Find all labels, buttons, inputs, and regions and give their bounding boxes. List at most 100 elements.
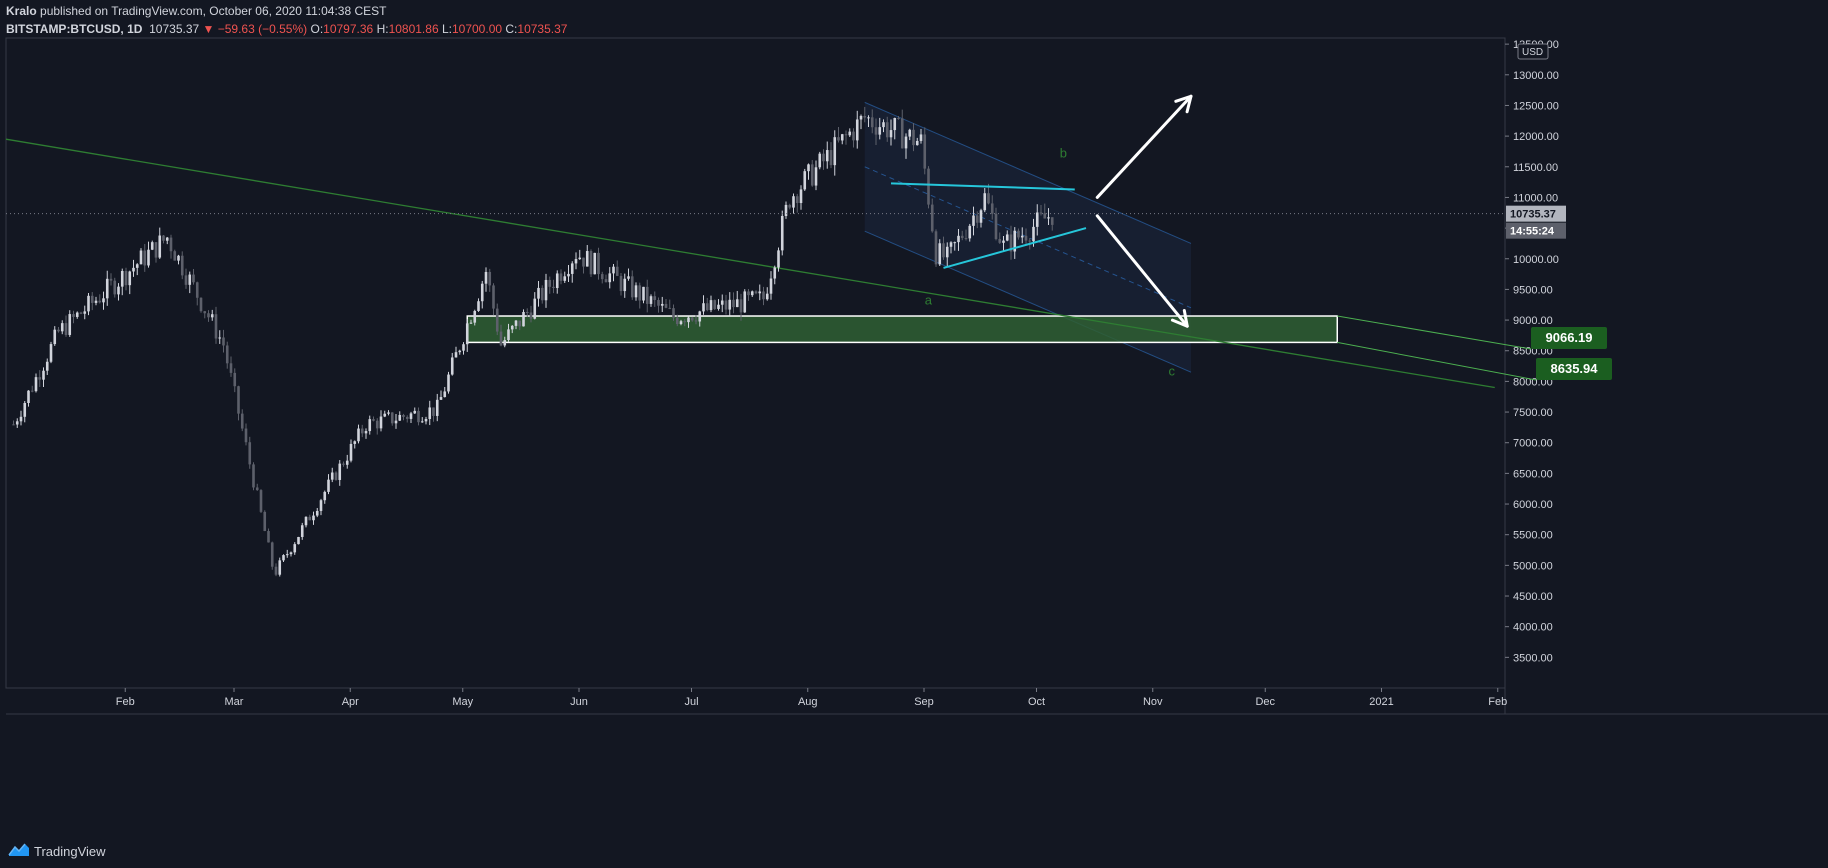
- candle-body: [739, 299, 743, 313]
- candle-body: [927, 168, 930, 205]
- candle-body: [15, 421, 19, 425]
- candle-body: [372, 419, 375, 421]
- candle-body: [150, 242, 154, 250]
- candle-body: [844, 134, 848, 136]
- candle-body: [289, 552, 293, 555]
- candle-body: [540, 287, 544, 301]
- candle-body: [409, 413, 413, 419]
- wave-label-a: a: [925, 293, 933, 308]
- candle-body: [728, 299, 732, 310]
- candle-body: [360, 428, 364, 434]
- candle-body: [274, 566, 278, 575]
- x-tick-label: Dec: [1255, 696, 1275, 708]
- candle-body: [829, 150, 833, 166]
- candle-body: [218, 337, 222, 339]
- candle-body: [432, 407, 435, 416]
- candle-body: [930, 204, 934, 232]
- author-name[interactable]: Kralo: [6, 4, 37, 18]
- candle-body: [285, 554, 289, 556]
- candle-body: [882, 122, 885, 128]
- y-tick-label: 13000.00: [1513, 70, 1559, 82]
- candle-body: [94, 300, 98, 303]
- candle-body: [27, 390, 30, 404]
- candle-body: [1039, 212, 1043, 214]
- x-tick-label: Aug: [798, 696, 818, 708]
- candle-body: [990, 203, 994, 214]
- candle-body: [822, 153, 825, 162]
- candle-body: [195, 282, 199, 298]
- candle-body: [795, 196, 799, 204]
- y-tick-label: 5500.00: [1513, 530, 1553, 542]
- candle-body: [998, 239, 1002, 243]
- candle-body: [233, 372, 237, 387]
- candle-body: [799, 189, 803, 204]
- published-text: published on TradingView.com, October 06…: [40, 4, 387, 18]
- candle-body: [878, 127, 882, 135]
- candle-body: [612, 266, 615, 274]
- candle-body: [484, 271, 488, 284]
- candle-body: [645, 286, 649, 304]
- wave-label-b: b: [1060, 146, 1067, 161]
- y-tick-label: 10000.00: [1513, 254, 1559, 266]
- candle-body: [503, 340, 507, 346]
- y-tick-label: 3500.00: [1513, 652, 1553, 664]
- last-price-axis-label: 10735.37: [1510, 209, 1556, 221]
- candle-body: [488, 271, 492, 286]
- candle-body: [323, 491, 327, 501]
- candle-body: [364, 431, 368, 434]
- open-label: O:: [310, 22, 324, 36]
- candle-body: [225, 345, 229, 364]
- y-tick-label: 11000.00: [1513, 192, 1558, 204]
- candle-body: [660, 303, 664, 306]
- ohlc-legend: BITSTAMP:BTCUSD, 1D 10735.37 ▼ −59.63 (−…: [6, 22, 567, 36]
- y-tick-label: 7000.00: [1513, 438, 1553, 450]
- candle-body: [555, 273, 559, 289]
- close-value: 10735.37: [517, 22, 568, 36]
- candle-body: [953, 242, 957, 244]
- candle-body: [968, 225, 972, 239]
- candle-body: [300, 525, 304, 537]
- candle-body: [109, 278, 113, 281]
- candle-body: [649, 296, 653, 304]
- candle-body: [255, 487, 259, 491]
- candle-body: [345, 460, 349, 465]
- candle-body: [975, 215, 979, 223]
- candle-body: [222, 337, 225, 346]
- candle-body: [330, 472, 334, 480]
- candle-body: [870, 117, 874, 128]
- y-tick-label: 7500.00: [1513, 407, 1553, 419]
- tradingview-logo-icon[interactable]: [8, 842, 30, 858]
- candle-body: [113, 280, 117, 295]
- candle-body: [128, 271, 132, 286]
- candle-body: [529, 312, 533, 319]
- candle-body: [90, 295, 94, 303]
- long-trendline: [5, 138, 1495, 389]
- y-tick-label: 12000.00: [1513, 131, 1559, 143]
- candle-body: [499, 331, 503, 346]
- candle-body: [900, 118, 904, 149]
- tradingview-brand[interactable]: TradingView: [34, 844, 106, 859]
- candle-body: [814, 167, 818, 186]
- candle-body: [383, 413, 387, 417]
- publish-info: Kralo published on TradingView.com, Octo…: [6, 4, 386, 18]
- candle-body: [803, 171, 807, 190]
- candle-body: [810, 164, 814, 186]
- candle-body: [747, 291, 750, 296]
- candle-body: [72, 314, 75, 317]
- candle-body: [942, 243, 945, 258]
- candle-body: [713, 300, 717, 309]
- candle-body: [514, 320, 518, 326]
- y-tick-label: 6000.00: [1513, 499, 1553, 511]
- candle-body: [248, 442, 252, 465]
- candle-body: [263, 511, 267, 532]
- candle-body: [780, 215, 784, 251]
- candle-body: [405, 416, 409, 419]
- candle-body: [919, 134, 923, 141]
- candle-body: [518, 320, 522, 327]
- candle-body: [567, 273, 570, 277]
- candle-body: [45, 361, 49, 371]
- symbol-label[interactable]: BITSTAMP:BTCUSD, 1D: [6, 22, 143, 36]
- candle-body: [64, 323, 68, 335]
- candle-body: [57, 329, 60, 332]
